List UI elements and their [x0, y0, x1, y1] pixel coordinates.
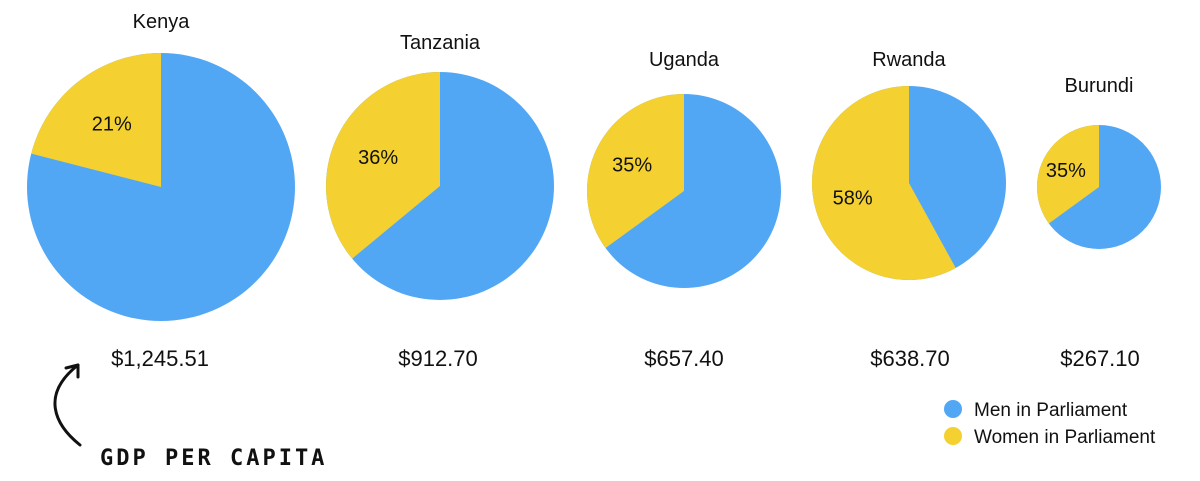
- pie-kenya: 21% Kenya: [27, 11, 295, 321]
- legend-swatch-women: [944, 427, 962, 445]
- slice-women-burundi: [1037, 125, 1099, 224]
- slice-women-rwanda: [812, 86, 956, 280]
- gdp-label-tanzania: $912.70: [398, 346, 478, 371]
- pie-tanzania: 36% Tanzania: [326, 32, 554, 300]
- country-title-tanzania: Tanzania: [400, 32, 481, 54]
- pie-burundi: 35% Burundi: [1037, 75, 1161, 249]
- pct-label-kenya: 21%: [92, 113, 132, 135]
- gdp-annotation: GDP PER CAPITA: [53, 363, 327, 471]
- annotation-arrow-icon: [53, 363, 82, 447]
- pct-label-uganda: 35%: [612, 155, 652, 177]
- pct-label-tanzania: 36%: [358, 147, 398, 169]
- gdp-labels: $1,245.51 $912.70 $657.40 $638.70 $267.10: [111, 346, 1140, 371]
- gdp-label-kenya: $1,245.51: [111, 346, 209, 371]
- legend-label-women: Women in Parliament: [974, 427, 1156, 448]
- pie-rwanda: 58% Rwanda: [812, 49, 1006, 280]
- country-title-uganda: Uganda: [649, 49, 720, 71]
- country-title-burundi: Burundi: [1065, 75, 1134, 97]
- slice-women-tanzania: [326, 72, 440, 259]
- legend: Men in Parliament Women in Parliament: [944, 400, 1156, 448]
- pct-label-burundi: 35%: [1046, 160, 1086, 182]
- slice-women-kenya: [31, 53, 162, 187]
- pct-label-rwanda: 58%: [833, 187, 873, 209]
- gdp-label-rwanda: $638.70: [870, 346, 950, 371]
- pie-uganda: 35% Uganda: [586, 49, 781, 288]
- gdp-label-uganda: $657.40: [644, 346, 724, 371]
- country-title-rwanda: Rwanda: [872, 49, 946, 71]
- pie-group: 21% Kenya 36% Tanzania 35% Uganda 58% Rwanda 35%…: [27, 11, 1161, 321]
- legend-label-men: Men in Parliament: [974, 400, 1128, 421]
- legend-swatch-men: [944, 400, 962, 418]
- gdp-label-burundi: $267.10: [1060, 346, 1140, 371]
- country-title-kenya: Kenya: [133, 11, 191, 33]
- slice-women-uganda: [586, 94, 684, 249]
- annotation-text: GDP PER CAPITA: [100, 446, 327, 471]
